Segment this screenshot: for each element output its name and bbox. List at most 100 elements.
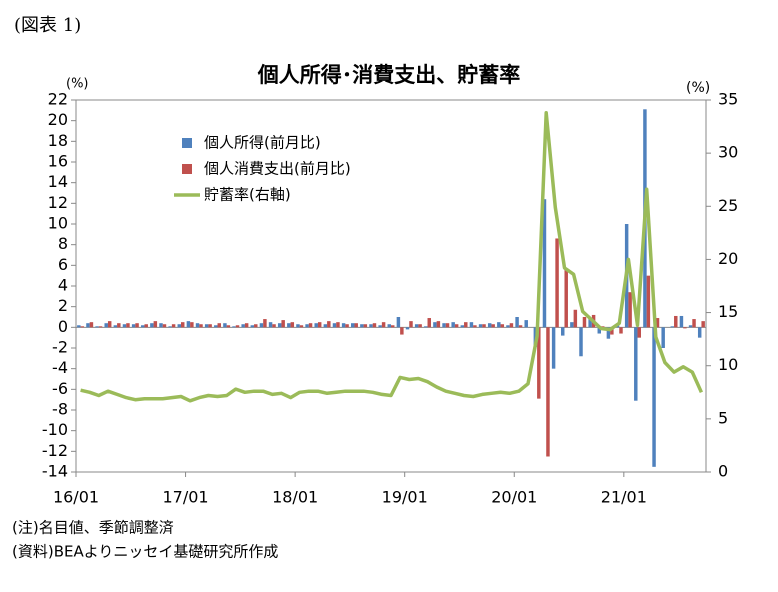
bar — [296, 324, 300, 328]
bar — [588, 318, 592, 328]
y2-tick-label: 10 — [718, 355, 738, 374]
y-tick-label: -8 — [52, 400, 68, 419]
bar — [679, 315, 684, 328]
y-tick-label: 2 — [58, 296, 68, 315]
y-tick-label: -2 — [52, 338, 68, 357]
x-tick-label: 16/01 — [53, 488, 99, 507]
bar — [606, 327, 611, 339]
bar — [150, 323, 154, 328]
bar — [195, 323, 200, 328]
bar — [204, 324, 209, 328]
bar — [579, 327, 583, 357]
bar — [628, 292, 632, 328]
y-tick-label: -12 — [42, 441, 68, 460]
bar — [509, 323, 514, 328]
x-tick-label: 21/01 — [601, 488, 647, 507]
bar — [290, 322, 295, 328]
bar — [95, 326, 99, 328]
bar — [323, 324, 328, 328]
bar — [223, 323, 227, 328]
bar — [162, 324, 167, 328]
y2-tick-label: 35 — [718, 90, 738, 109]
bar — [497, 322, 501, 328]
y-tick-label: 14 — [48, 172, 68, 191]
bar — [141, 325, 145, 328]
bar — [171, 324, 176, 328]
bar — [122, 324, 127, 328]
bar — [634, 327, 638, 401]
bar — [400, 327, 404, 335]
bar — [396, 317, 401, 328]
bar — [259, 323, 264, 328]
bar — [442, 323, 446, 328]
bar — [341, 323, 346, 328]
y2-tick-label: 20 — [718, 249, 738, 268]
bar — [473, 325, 477, 328]
bar — [305, 324, 309, 328]
y-tick-label: 8 — [58, 234, 68, 253]
bar — [217, 323, 221, 328]
bar — [427, 318, 431, 328]
bar — [98, 326, 103, 328]
bar — [464, 322, 468, 328]
y-tick-label: -6 — [52, 379, 68, 398]
bar — [619, 327, 623, 334]
bar — [299, 325, 304, 328]
bar — [131, 324, 136, 328]
y-tick-label: 4 — [58, 276, 68, 295]
bar — [582, 317, 587, 328]
plot-frame — [75, 99, 707, 473]
bar — [168, 326, 172, 328]
y-tick-label: -10 — [42, 420, 68, 439]
bar — [199, 324, 203, 328]
bar — [418, 324, 422, 328]
bar — [378, 325, 382, 328]
bar — [573, 309, 578, 328]
bar — [674, 315, 678, 328]
bar — [688, 325, 693, 328]
bar — [692, 319, 696, 328]
y2-tick-label: 5 — [718, 408, 728, 427]
bar — [391, 325, 395, 328]
bar — [104, 323, 108, 328]
bar — [144, 324, 148, 328]
bar — [272, 324, 276, 328]
bar — [244, 323, 249, 328]
bar — [345, 324, 349, 328]
bar — [478, 324, 483, 328]
bar — [500, 324, 505, 328]
bar — [701, 321, 705, 328]
legend-swatch — [182, 164, 192, 174]
bar — [86, 323, 90, 328]
bar — [436, 321, 441, 328]
y-tick-label: 22 — [48, 90, 68, 109]
legend-label: 貯蓄率(右軸) — [204, 186, 291, 204]
bar — [542, 199, 547, 328]
bar — [597, 327, 601, 334]
bar — [661, 327, 665, 348]
y2-tick-label: 0 — [718, 462, 728, 481]
x-tick-label: 18/01 — [272, 488, 318, 507]
bar — [336, 322, 340, 328]
bar — [381, 322, 386, 328]
bar — [250, 325, 255, 328]
legend-label: 個人所得(前月比) — [204, 134, 321, 152]
bar — [454, 324, 459, 328]
bar — [314, 323, 318, 328]
bar — [80, 326, 85, 328]
bar — [214, 325, 218, 328]
x-tick-label: 19/01 — [382, 488, 428, 507]
bar — [460, 325, 465, 328]
bar — [254, 324, 258, 328]
bar — [469, 322, 474, 328]
bar — [351, 323, 355, 328]
bar — [487, 323, 492, 328]
bar — [670, 326, 675, 328]
bar — [451, 322, 455, 328]
y-tick-label: 0 — [58, 317, 68, 336]
note: (注)名目値、季節調整済 — [12, 519, 174, 537]
bar — [190, 322, 194, 328]
bar — [327, 321, 331, 328]
bar — [570, 322, 574, 328]
bar — [524, 320, 528, 328]
